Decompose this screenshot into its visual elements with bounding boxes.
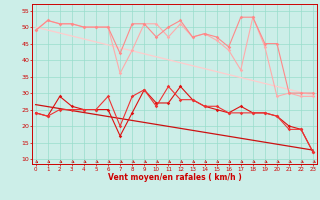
X-axis label: Vent moyen/en rafales ( km/h ): Vent moyen/en rafales ( km/h ) (108, 173, 241, 182)
